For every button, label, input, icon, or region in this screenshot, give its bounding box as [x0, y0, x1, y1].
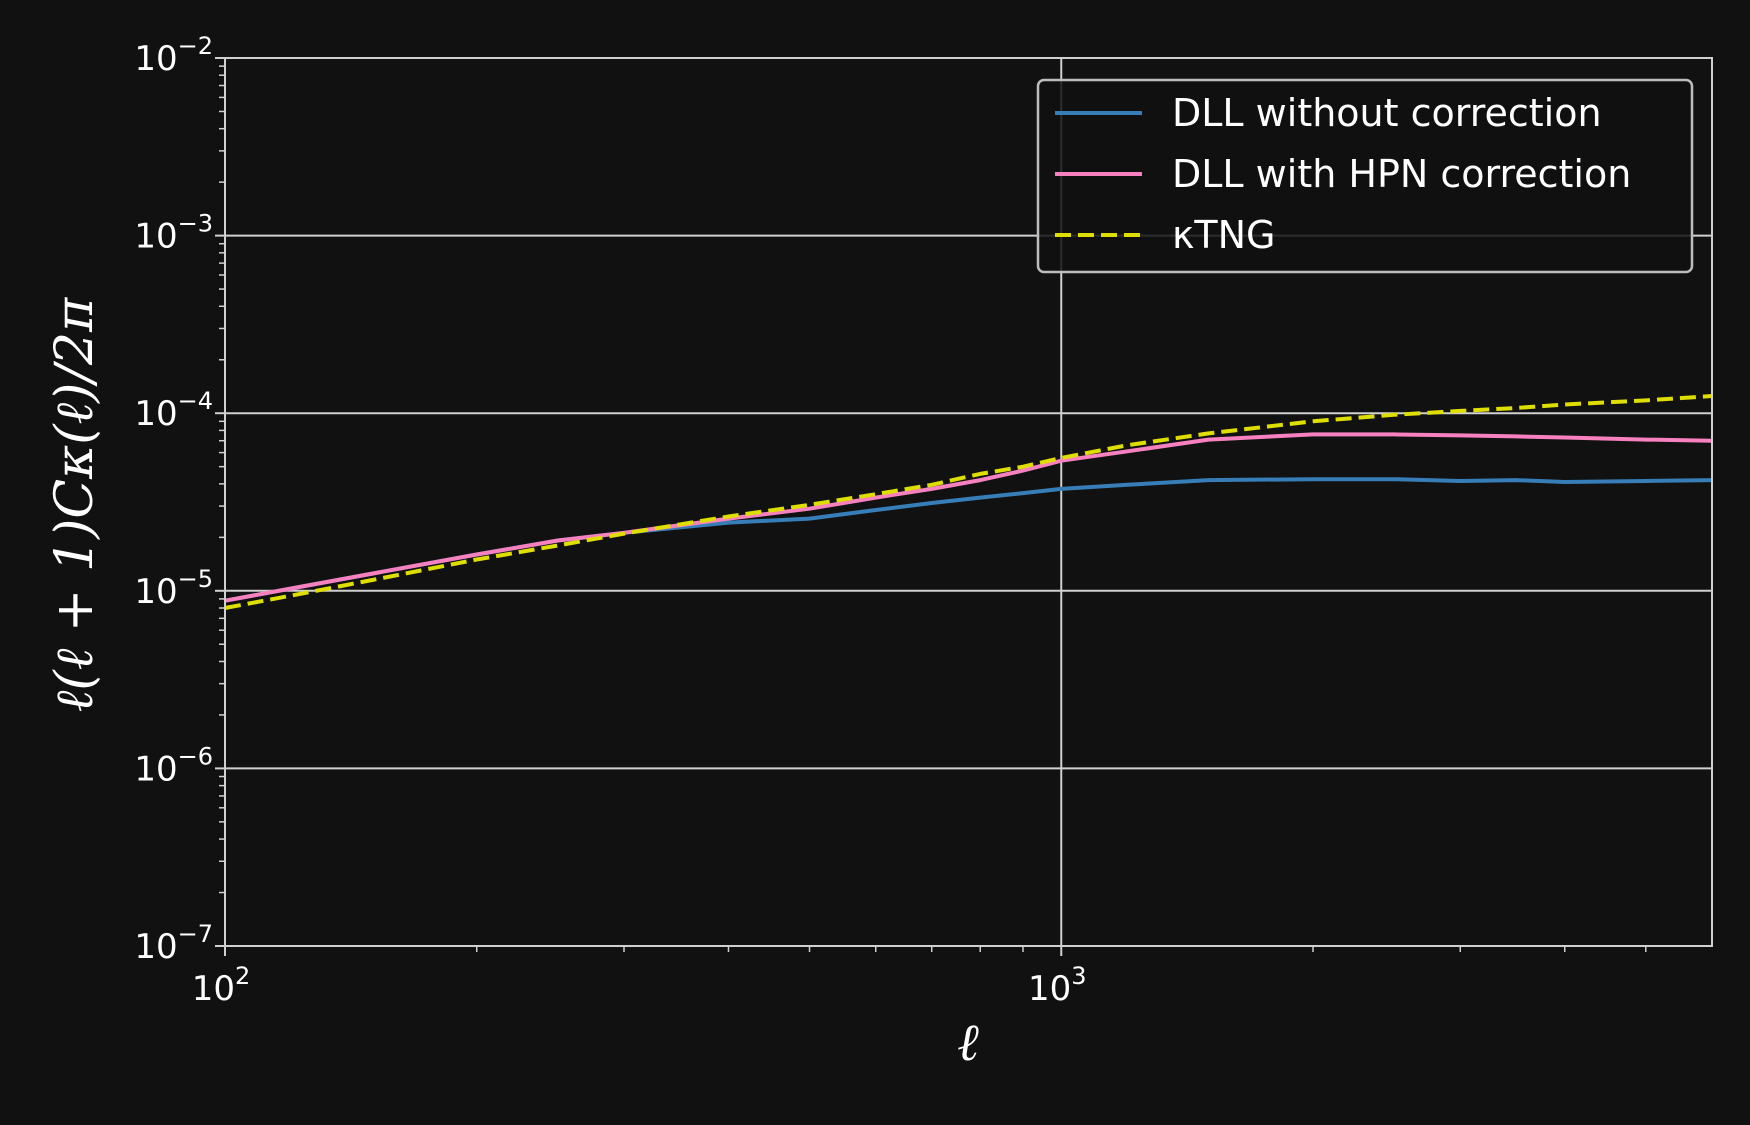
x-tick-base: 10	[1028, 969, 1071, 1009]
series-line-2	[224, 432, 1713, 603]
x-tick-exponent: 2	[235, 962, 250, 990]
y-axis-label: ℓ(ℓ + 1)Cκ(ℓ)/2π	[45, 297, 105, 712]
x-axis-label: ℓ	[957, 1013, 979, 1073]
legend-label-2: DLL with HPN correction	[1172, 152, 1631, 196]
series-line-3	[224, 394, 1713, 610]
x-tick-base: 10	[192, 969, 235, 1009]
y-tick-exponent: −3	[178, 210, 213, 238]
y-tick-base: 10	[134, 217, 177, 257]
legend-box	[1036, 78, 1694, 274]
legend: DLL without correction DLL with HPN corre…	[1036, 78, 1694, 274]
y-tick-label: 10−5	[134, 565, 213, 612]
y-tick-base: 10	[134, 749, 177, 789]
legend-label-3: κTNG	[1172, 213, 1275, 257]
y-tick-label: 10−6	[134, 742, 213, 789]
y-tick-label: 10−2	[134, 32, 213, 79]
y-tick-exponent: −5	[178, 565, 213, 593]
y-tick-label: 10−3	[134, 210, 213, 257]
x-tick-label: 103	[1028, 962, 1087, 1009]
y-tick-base: 10	[134, 927, 177, 967]
x-tick-exponent: 3	[1071, 962, 1086, 990]
plot-frame	[224, 57, 1713, 947]
legend-entries: DLL without correction DLL with HPN corre…	[1055, 91, 1631, 257]
y-tick-label: 10−4	[134, 387, 213, 434]
y-tick-exponent: −7	[178, 920, 213, 948]
series-line-1	[224, 477, 1713, 603]
y-tick-exponent: −4	[178, 387, 213, 415]
x-tick-label: 102	[192, 962, 251, 1009]
y-tick-base: 10	[134, 572, 177, 612]
y-tick-label: 10−7	[134, 920, 213, 967]
y-tick-base: 10	[134, 394, 177, 434]
series-layer	[224, 394, 1713, 610]
legend-label-1: DLL without correction	[1172, 91, 1602, 135]
y-tick-base: 10	[134, 39, 177, 79]
y-tick-exponent: −2	[178, 32, 213, 60]
y-tick-exponent: −6	[178, 742, 213, 770]
